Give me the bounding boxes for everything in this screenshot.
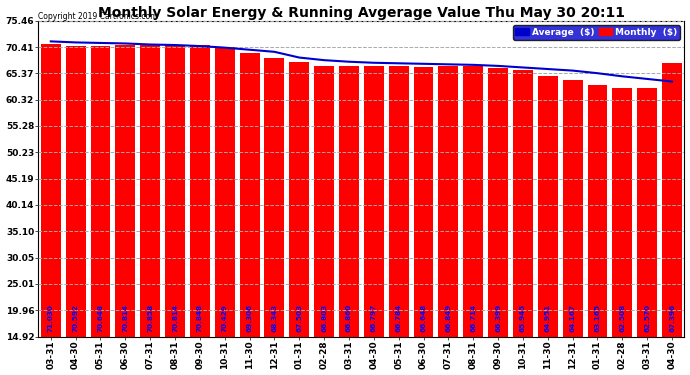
Text: 66.860: 66.860 [346,304,352,332]
Text: 70.848: 70.848 [197,304,203,332]
Bar [215,47,235,375]
Text: 66.849: 66.849 [445,304,451,332]
Bar [90,46,110,375]
Text: 70.814: 70.814 [172,304,178,332]
Legend: Average  ($), Monthly  ($): Average ($), Monthly ($) [513,25,680,40]
Bar [314,66,334,375]
Text: 65.945: 65.945 [520,304,526,332]
Text: 67.396: 67.396 [669,304,675,332]
Bar [613,88,632,375]
Bar [364,66,384,375]
Bar [587,85,607,375]
Text: Copyright 2019 Cartronics.com: Copyright 2019 Cartronics.com [39,12,158,21]
Bar [115,45,135,375]
Text: 63.165: 63.165 [595,304,600,332]
Bar [463,66,483,375]
Text: 66.797: 66.797 [371,304,377,332]
Bar [264,58,284,375]
Text: 66.399: 66.399 [495,304,501,332]
Text: 62.570: 62.570 [644,304,650,332]
Bar [165,45,185,375]
Title: Monthly Solar Energy & Running Avgerage Value Thu May 30 20:11: Monthly Solar Energy & Running Avgerage … [98,6,625,20]
Text: 70.814: 70.814 [122,304,128,332]
Bar [339,66,359,375]
Text: 70.592: 70.592 [72,304,79,332]
Bar [488,68,508,375]
Text: 66.803: 66.803 [321,304,327,332]
Text: 64.951: 64.951 [545,304,551,332]
Bar [538,75,558,375]
Bar [41,44,61,375]
Text: 64.167: 64.167 [570,304,575,332]
Text: 68.343: 68.343 [271,304,277,332]
Bar [289,62,309,375]
Text: 70.648: 70.648 [97,304,104,332]
Text: 67.503: 67.503 [296,304,302,332]
Text: 66.648: 66.648 [420,304,426,332]
Bar [190,45,210,375]
Bar [66,46,86,375]
Text: 71.030: 71.030 [48,304,54,332]
Bar [239,53,259,375]
Text: 66.714: 66.714 [470,304,476,332]
Bar [388,66,408,375]
Text: 62.508: 62.508 [620,304,625,332]
Bar [413,67,433,375]
Text: 69.306: 69.306 [246,304,253,332]
Bar [638,88,657,375]
Bar [513,70,533,375]
Bar [438,66,458,375]
Text: 66.784: 66.784 [395,304,402,332]
Bar [662,63,682,375]
Text: 70.429: 70.429 [221,304,228,332]
Bar [562,80,582,375]
Bar [140,45,160,375]
Text: 70.858: 70.858 [147,304,153,332]
